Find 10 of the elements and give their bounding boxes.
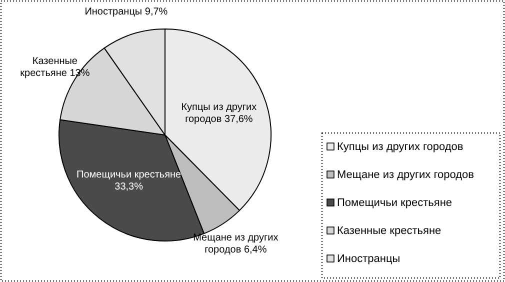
legend-label: Казенные крестьяне bbox=[337, 224, 442, 237]
legend-label: Купцы из других городов bbox=[337, 140, 464, 153]
slice-label: Помещичьи крестьяне bbox=[76, 169, 182, 180]
category-label: Мещане из других городов 6,4% bbox=[193, 232, 278, 255]
category-label: Купцы из других городов 37,6% bbox=[181, 102, 257, 124]
legend-label: Мещане из других городов bbox=[337, 168, 474, 181]
legend-label: Иностранцы bbox=[337, 252, 400, 265]
legend-label: Помещичьи крестьяне bbox=[337, 196, 452, 209]
data-label: 33,3% bbox=[114, 181, 144, 192]
category-label: Иностранцы 9,7% bbox=[84, 6, 168, 18]
